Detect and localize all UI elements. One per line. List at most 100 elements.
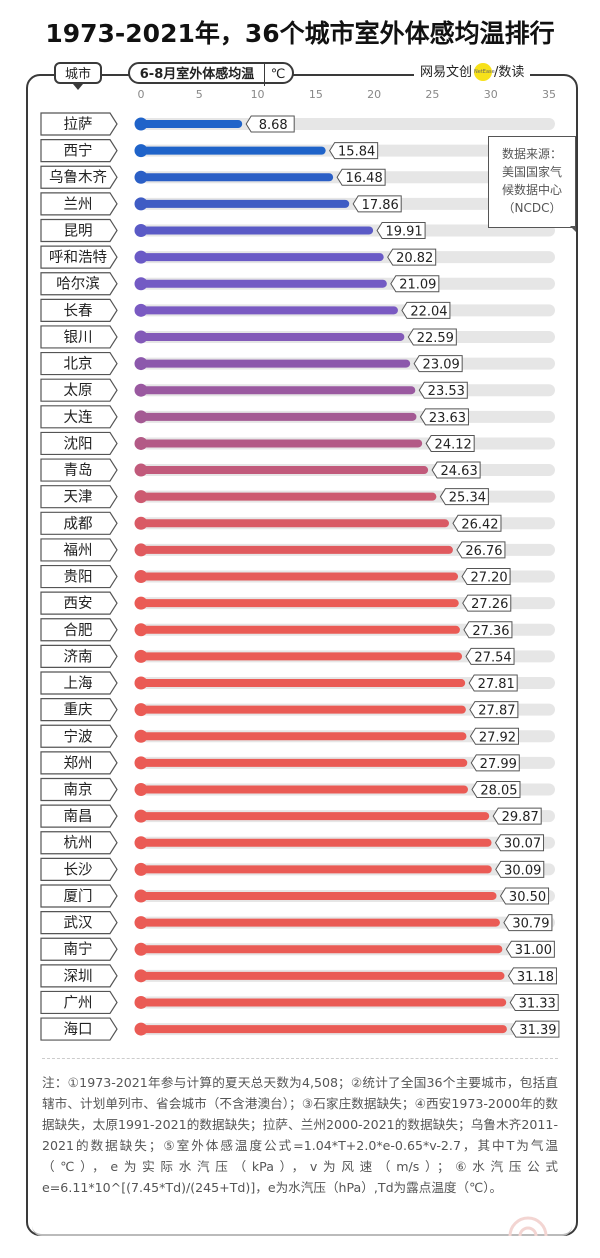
bar (141, 226, 374, 235)
value-label-box (471, 781, 521, 798)
bar (141, 386, 416, 395)
value-label-box (336, 168, 386, 186)
source-line: （NCDC） (502, 201, 562, 215)
page-title: 1973-2021年，36个城市室外体感均温排行 (45, 19, 555, 48)
value-label-box (505, 940, 555, 958)
value-label: 26.42 (461, 517, 498, 532)
city-label: 宁波 (64, 728, 93, 745)
value-label: 27.81 (478, 677, 515, 692)
value-label-box (503, 914, 553, 932)
bar (141, 971, 505, 980)
value-label: 19.91 (385, 224, 422, 239)
city-label: 银川 (64, 329, 93, 346)
bar (141, 120, 243, 128)
x-tick-label: 10 (251, 88, 265, 101)
bar (141, 412, 417, 421)
city-label-box (40, 591, 118, 615)
bar (141, 146, 326, 155)
source-line: 候数据中心 (501, 183, 562, 197)
value-label-box (352, 195, 402, 213)
frame-shadow (32, 1226, 572, 1236)
value-label: 31.33 (519, 996, 556, 1011)
bar (141, 838, 492, 847)
city-label-box (40, 564, 118, 589)
city-label: 大连 (64, 409, 93, 426)
city-column-tab: 城市 (54, 62, 102, 84)
bar (141, 891, 497, 900)
value-label: 30.79 (512, 917, 549, 932)
city-label-box (40, 698, 118, 722)
bar (141, 545, 453, 554)
city-label: 成都 (64, 515, 93, 532)
gear-icon (508, 1216, 548, 1236)
city-label-box (40, 351, 118, 376)
city-label-box (40, 751, 118, 775)
source-line: 美国国家气 (501, 165, 562, 179)
value-label: 16.48 (346, 171, 383, 186)
bar (141, 865, 492, 874)
bar (141, 492, 437, 501)
city-label: 重庆 (64, 702, 93, 719)
city-label-box (40, 165, 118, 189)
city-label: 呼和浩特 (49, 249, 107, 266)
bar (141, 785, 468, 794)
value-label: 24.63 (441, 464, 478, 479)
value-label: 21.09 (399, 278, 436, 293)
bar (141, 732, 467, 741)
city-label-box (40, 112, 118, 136)
city-label-box (40, 245, 118, 269)
value-label-box (509, 993, 559, 1011)
value-label-box (492, 807, 542, 825)
source-pointer (570, 226, 576, 232)
value-label-box (376, 221, 426, 239)
value-label: 31.39 (519, 1023, 556, 1038)
value-label-box (418, 381, 468, 399)
bar (141, 173, 334, 182)
bar (141, 918, 500, 927)
city-label-box (40, 431, 118, 456)
bar (141, 625, 460, 634)
city-label-box (40, 485, 118, 509)
city-label: 上海 (64, 675, 93, 692)
metric-label: 6-8月室外体感均温 (139, 67, 255, 82)
city-label-box (40, 671, 118, 695)
value-label: 23.63 (429, 411, 466, 426)
brand-dot-icon: NetEase (474, 62, 495, 81)
city-label: 兰州 (64, 196, 93, 213)
value-label-box (510, 1020, 560, 1038)
value-label-box (461, 568, 511, 586)
x-tick-label: 5 (196, 88, 203, 101)
value-label-box (465, 647, 515, 665)
value-label-box (499, 887, 550, 905)
x-tick-label: 25 (425, 88, 439, 101)
bar (141, 705, 466, 714)
city-label-box (40, 298, 118, 322)
bar (141, 599, 459, 608)
bar (141, 998, 507, 1007)
value-label-box (401, 301, 451, 319)
city-label: 海口 (64, 1021, 93, 1038)
city-label-box (40, 804, 118, 828)
city-label-box (40, 218, 118, 243)
value-label-box (463, 621, 513, 639)
bar (141, 812, 490, 821)
city-label: 乌鲁木齐 (49, 169, 107, 186)
city-label: 杭州 (64, 835, 93, 852)
city-label: 合肥 (64, 622, 93, 639)
city-label: 长沙 (64, 861, 93, 878)
x-tick-label: 15 (309, 88, 323, 101)
x-tick-label: 20 (367, 88, 381, 101)
city-label: 郑州 (64, 755, 93, 772)
value-label: 28.05 (480, 784, 517, 799)
bar (141, 439, 423, 448)
value-label: 23.53 (428, 384, 465, 399)
value-label: 27.87 (478, 704, 515, 719)
x-tick-label: 0 (138, 88, 145, 101)
city-label: 济南 (64, 648, 93, 665)
value-label: 27.92 (479, 730, 516, 745)
bar (141, 332, 405, 341)
bar (141, 253, 384, 262)
value-label-box (452, 514, 502, 532)
value-label: 23.09 (423, 358, 460, 373)
city-label-box (40, 192, 118, 216)
